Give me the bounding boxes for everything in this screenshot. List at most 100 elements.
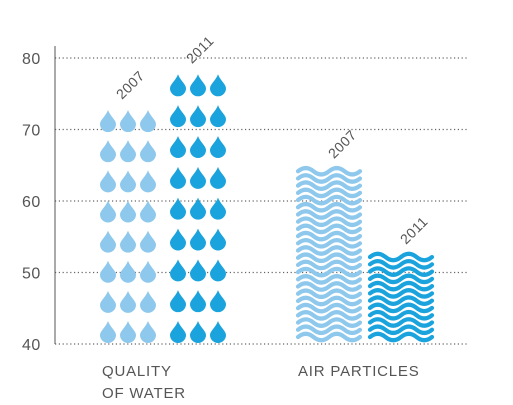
drop-mark bbox=[170, 74, 186, 97]
wave-mark bbox=[295, 194, 363, 206]
drop-mark bbox=[210, 197, 226, 220]
drop-mark bbox=[190, 135, 206, 158]
wave-mark bbox=[295, 173, 363, 184]
drop-mark bbox=[100, 200, 116, 223]
drop-mark bbox=[190, 105, 206, 128]
wave-mark bbox=[367, 302, 435, 314]
drop-mark bbox=[190, 166, 206, 189]
drop-mark bbox=[190, 228, 206, 251]
series-label: 2011 bbox=[183, 32, 217, 66]
series-label: 2007 bbox=[325, 127, 360, 162]
series-label: 2011 bbox=[397, 213, 431, 247]
drop-mark bbox=[190, 197, 206, 220]
drop-mark bbox=[100, 170, 116, 193]
drop-mark bbox=[120, 170, 136, 193]
wave-mark bbox=[367, 273, 435, 285]
wave-mark bbox=[295, 310, 363, 321]
series-label: 2007 bbox=[113, 67, 148, 102]
drop-mark bbox=[170, 228, 186, 251]
drop-mark bbox=[100, 140, 116, 163]
drop-mark bbox=[120, 290, 136, 313]
wave-mark bbox=[295, 238, 363, 249]
wave-mark bbox=[295, 281, 363, 292]
drop-mark bbox=[120, 110, 136, 133]
wave-mark bbox=[367, 288, 435, 299]
drop-mark bbox=[100, 260, 116, 283]
drop-mark bbox=[120, 260, 136, 283]
drop-mark bbox=[100, 321, 116, 343]
wave-mark bbox=[295, 324, 363, 336]
drop-mark bbox=[100, 110, 116, 133]
category-label: QUALITY bbox=[102, 363, 172, 380]
drop-mark bbox=[210, 290, 226, 313]
wave-mark bbox=[295, 302, 363, 314]
drop-mark bbox=[190, 290, 206, 313]
wave-mark bbox=[367, 324, 435, 336]
drop-mark bbox=[210, 321, 226, 343]
bar-wave-2011 bbox=[367, 251, 435, 343]
wave-mark bbox=[367, 251, 435, 263]
bar-wave-2007 bbox=[295, 165, 363, 343]
drop-mark bbox=[140, 200, 156, 223]
drop-mark bbox=[120, 200, 136, 223]
wave-mark bbox=[295, 223, 363, 235]
y-tick-label: 50 bbox=[22, 266, 41, 283]
wave-mark bbox=[367, 295, 435, 306]
drop-mark bbox=[210, 259, 226, 282]
wave-mark bbox=[295, 216, 363, 227]
y-tick-labels: 40 50 60 70 80 bbox=[22, 51, 41, 354]
drop-mark bbox=[140, 290, 156, 313]
drop-mark bbox=[170, 135, 186, 158]
y-tick-label: 80 bbox=[22, 51, 41, 68]
series-labels: 2007 2007 2011 2011 bbox=[113, 32, 431, 247]
drop-mark bbox=[170, 105, 186, 128]
wave-mark bbox=[295, 201, 363, 213]
wave-mark bbox=[295, 288, 363, 300]
category-label: OF WATER bbox=[102, 385, 186, 402]
y-tick-label: 60 bbox=[22, 194, 41, 211]
drop-mark bbox=[120, 140, 136, 163]
wave-mark bbox=[295, 187, 363, 199]
wave-mark bbox=[295, 317, 363, 328]
drop-mark bbox=[170, 197, 186, 220]
drop-mark bbox=[210, 166, 226, 189]
drop-mark bbox=[100, 230, 116, 253]
wave-mark bbox=[367, 317, 435, 328]
drop-mark bbox=[100, 290, 116, 313]
drop-mark bbox=[120, 321, 136, 343]
drop-mark bbox=[170, 166, 186, 189]
wave-mark bbox=[295, 180, 363, 191]
wave-mark bbox=[295, 274, 363, 285]
drop-mark bbox=[190, 259, 206, 282]
drop-mark bbox=[170, 259, 186, 282]
wave-mark bbox=[367, 266, 435, 277]
wave-mark bbox=[295, 165, 363, 177]
drop-mark bbox=[140, 170, 156, 193]
wave-mark bbox=[295, 230, 363, 242]
bar-drop-2011 bbox=[170, 74, 226, 343]
wave-mark bbox=[367, 309, 435, 321]
y-tick-label: 40 bbox=[22, 337, 41, 354]
drop-mark bbox=[210, 74, 226, 97]
drop-mark bbox=[190, 321, 206, 343]
drop-mark bbox=[140, 230, 156, 253]
drop-mark bbox=[140, 110, 156, 133]
wave-mark bbox=[295, 209, 363, 220]
wave-mark bbox=[295, 331, 363, 343]
drop-mark bbox=[210, 228, 226, 251]
wave-mark bbox=[295, 259, 363, 271]
drop-mark bbox=[170, 321, 186, 343]
drop-mark bbox=[170, 290, 186, 313]
drop-mark bbox=[120, 230, 136, 253]
wave-mark bbox=[295, 295, 363, 307]
category-labels: QUALITY OF WATER AIR PARTICLES bbox=[102, 363, 419, 402]
wave-mark bbox=[295, 245, 363, 256]
wave-mark bbox=[367, 259, 435, 270]
wave-mark bbox=[367, 280, 435, 292]
bar-marks bbox=[100, 74, 435, 343]
drop-mark bbox=[140, 140, 156, 163]
wave-mark bbox=[295, 252, 363, 264]
drop-mark bbox=[140, 260, 156, 283]
drop-mark bbox=[190, 74, 206, 97]
